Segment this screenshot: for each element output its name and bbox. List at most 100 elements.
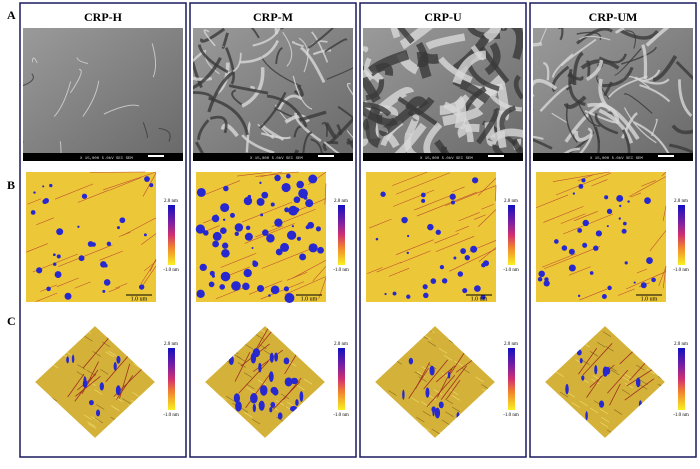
afm-3d-texture (245, 344, 254, 350)
afm-streak (108, 287, 120, 293)
sem-fiber (337, 105, 353, 119)
sem-fiber (390, 28, 401, 39)
colorbar-min: -1.0 nm (503, 413, 519, 418)
afm-3d-texture (306, 425, 315, 432)
sem-fiber (585, 60, 591, 80)
afm-particle (401, 216, 408, 224)
panel: CRP-U X 15,000 5.0kV SEI SEM 1.0 um 2.0 nm -… (359, 2, 527, 458)
sem-fiber (307, 28, 335, 49)
afm-streak (99, 250, 123, 261)
colorbar (678, 205, 685, 265)
afm-3d-texture (438, 347, 448, 354)
afm-particle (380, 191, 386, 197)
colorbar-min: -1.0 nm (163, 413, 179, 418)
afm-particle (604, 195, 609, 200)
afm-3d-texture (421, 425, 431, 432)
afm-3d-peak (83, 376, 87, 386)
sem-fiber (274, 107, 292, 117)
sem-fiber (221, 32, 229, 49)
colorbar-min: -1.0 nm (503, 268, 519, 273)
afm-streak (416, 191, 477, 217)
afm-particle (199, 263, 207, 272)
afm-streak (661, 171, 667, 177)
sem-fiber (454, 95, 467, 130)
afm-3d-texture (608, 366, 617, 372)
sem-fiber (378, 87, 415, 112)
afm-particle (606, 208, 613, 214)
afm-3d-streak (238, 361, 269, 394)
afm-particle (577, 294, 581, 298)
afm-3d-texture (428, 394, 437, 401)
sem-fiber (346, 130, 353, 139)
afm-streak (255, 171, 299, 177)
afm-3d (35, 326, 155, 438)
colorbar-max: 2.0 nm (334, 199, 348, 204)
afm-3d-texture (138, 414, 148, 420)
sem-fiber (452, 35, 490, 73)
colorbar-max: 2.0 nm (504, 199, 518, 204)
afm-3d-texture (461, 367, 470, 374)
afm-particle (627, 200, 630, 203)
afm-streak (260, 171, 282, 178)
sem-fiber (614, 48, 642, 76)
afm-3d-texture (296, 384, 305, 391)
afm-3d-peak (228, 355, 234, 366)
afm-3d-texture (315, 362, 325, 369)
afm-particle (422, 284, 428, 290)
sem-fiber (363, 46, 369, 53)
afm-streak (458, 212, 480, 222)
sem-fiber (576, 31, 602, 41)
afm-3d-texture (302, 346, 311, 353)
afm-streak (435, 236, 475, 252)
afm-3d-peak (447, 371, 451, 379)
sem-info-text: X 15,000 5.0kV SEI SEM (80, 156, 133, 161)
afm-particle (212, 240, 219, 248)
afm-3d-texture (283, 336, 292, 342)
sem-fiber (312, 49, 332, 56)
sem-fiber (379, 106, 414, 137)
afm-particle (427, 223, 434, 231)
afm-3d-streak (629, 360, 649, 381)
afm-3d-texture (218, 434, 228, 438)
afm-3d-texture (589, 407, 599, 414)
afm-3d-texture (47, 428, 56, 434)
afm-particle (195, 224, 206, 234)
afm-streak (636, 268, 648, 274)
sem-fiber (440, 146, 447, 153)
sem-fiber (76, 57, 88, 64)
afm-3d-texture (650, 331, 659, 337)
sem-fiber (558, 28, 563, 30)
afm-3d-texture (381, 410, 390, 416)
afm-streak (434, 233, 460, 244)
afm-streak (543, 206, 584, 223)
afm-3d-texture (90, 416, 100, 422)
sem-info-text: X 15,000 5.0kV SEI SEM (590, 156, 643, 161)
afm-3d-streak (82, 335, 111, 369)
afm-particle (622, 221, 627, 226)
afm-streak (641, 180, 656, 187)
afm-streak (26, 243, 48, 253)
afm-particle (221, 248, 230, 258)
sem-fiber (560, 38, 597, 67)
sem-fiber (499, 105, 517, 132)
sem-fiber (336, 124, 343, 136)
panel: CRP-M X 15,000 5.0kV SEI SEM 1.0 um 2.0 nm -… (189, 2, 357, 458)
colorbar (168, 205, 175, 265)
afm-particle (421, 198, 426, 203)
afm-3d-streak (447, 349, 467, 378)
afm-3d-texture (140, 420, 150, 426)
afm-streak (392, 171, 428, 186)
afm-3d (205, 326, 325, 438)
sem-fiber (551, 53, 574, 78)
afm-streak (414, 193, 455, 211)
afm-3d-peak (116, 355, 121, 364)
sem-fiber (576, 28, 614, 45)
afm-3d-texture (568, 437, 577, 438)
afm-3d-texture (575, 359, 584, 365)
afm-3d-texture (123, 432, 132, 438)
afm-3d-peak (602, 366, 608, 377)
afm-3d-peak (268, 371, 274, 382)
sem-info-bar (23, 153, 183, 161)
afm-streak (244, 223, 295, 244)
sem-image (363, 28, 523, 153)
